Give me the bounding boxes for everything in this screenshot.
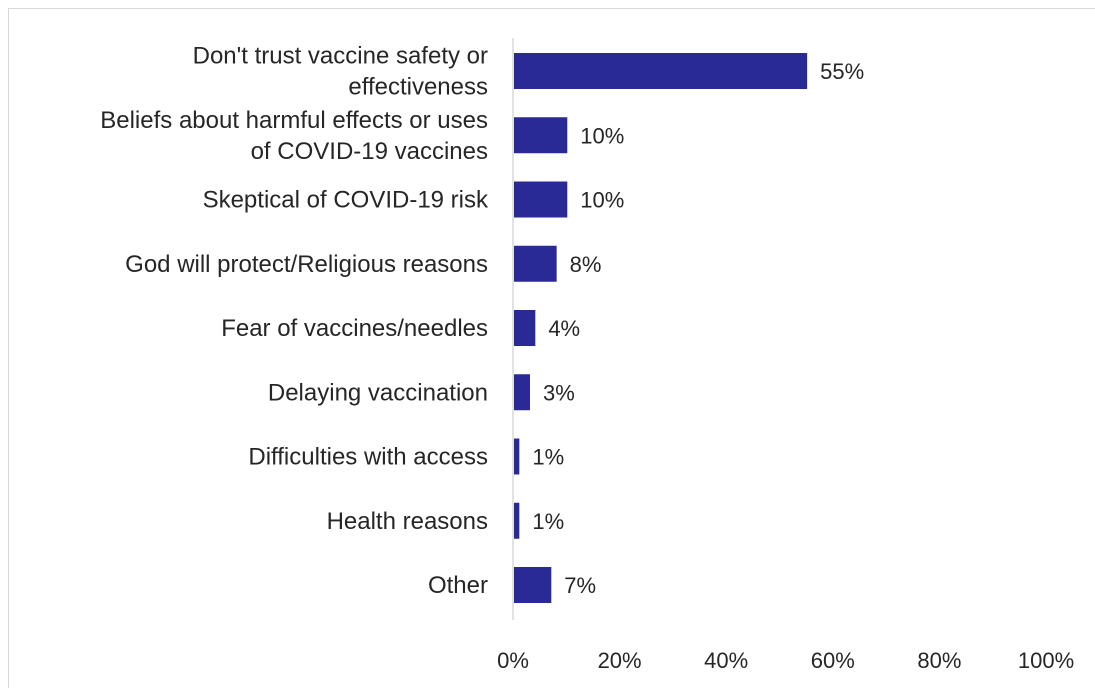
x-tick-label: 60% — [811, 648, 855, 673]
data-label: 10% — [580, 188, 624, 213]
category-label: Beliefs about harmful effects or uses of … — [100, 107, 488, 165]
data-label: 8% — [570, 252, 602, 277]
data-label: 3% — [543, 380, 575, 405]
data-label: 7% — [564, 573, 596, 598]
category-label-line: Skeptical of COVID-19 risk — [203, 187, 489, 214]
x-tick-label: 0% — [497, 648, 529, 673]
category-label: Difficulties with access — [248, 444, 488, 471]
data-label: 10% — [580, 123, 624, 148]
data-label: 4% — [548, 316, 580, 341]
category-label-line: God will protect/Religious reasons — [125, 251, 488, 278]
category-label: Don't trust vaccine safety or effectivene… — [193, 43, 488, 101]
category-label-line: Difficulties with access — [248, 444, 488, 471]
category-label: Other — [428, 572, 488, 599]
category-label: Health reasons — [327, 508, 488, 535]
x-tick-label: 40% — [704, 648, 748, 673]
category-label: Skeptical of COVID-19 risk — [203, 187, 489, 214]
x-tick-label: 80% — [917, 648, 961, 673]
category-label: Delaying vaccination — [268, 379, 488, 406]
bar — [514, 310, 536, 346]
bar — [514, 245, 557, 282]
category-label-line: Fear of vaccines/needles — [221, 315, 488, 342]
bar — [514, 181, 568, 218]
category-label-line: Health reasons — [327, 508, 488, 535]
bar — [514, 502, 520, 539]
data-label: 55% — [820, 59, 864, 84]
category-label: God will protect/Religious reasons — [125, 251, 488, 278]
x-tick-label: 20% — [598, 648, 642, 673]
category-label: Fear of vaccines/needles — [221, 315, 488, 342]
category-label-line: Beliefs about harmful effects or uses — [100, 107, 488, 134]
category-label-line: Delaying vaccination — [268, 379, 488, 406]
data-label: 1% — [532, 445, 564, 470]
data-label: 1% — [532, 509, 564, 534]
bar — [514, 567, 552, 603]
bar — [514, 53, 808, 89]
bar — [514, 438, 520, 475]
chart-frame — [8, 8, 1095, 688]
category-label-line: of COVID-19 vaccines — [251, 138, 488, 165]
bar — [514, 374, 530, 411]
category-label-line: Other — [428, 572, 488, 599]
category-label-line: effectiveness — [348, 74, 488, 101]
bar — [514, 117, 568, 154]
x-tick-label: 100% — [1018, 648, 1074, 673]
category-label-line: Don't trust vaccine safety or — [193, 43, 488, 70]
